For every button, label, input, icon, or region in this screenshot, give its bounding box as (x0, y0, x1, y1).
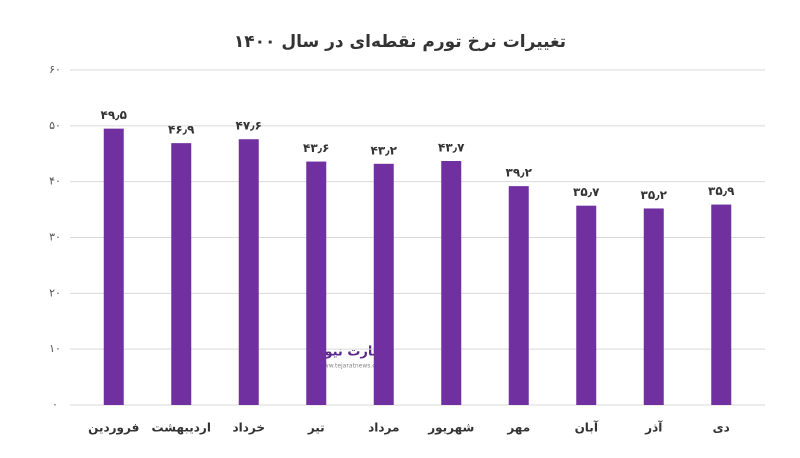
x-tick-label: فروردین (88, 421, 139, 436)
data-label: ۴۷٫۶ (236, 119, 262, 133)
y-tick-label: ۳۰ (49, 231, 61, 244)
x-tick-label: مهر (506, 421, 530, 435)
y-tick-label: ۵۰ (49, 119, 61, 132)
watermark-brand: تجارت نیوز (316, 345, 387, 360)
data-label: ۴۳٫۶ (303, 141, 329, 155)
bar (711, 204, 732, 405)
y-tick-label: ۲۰ (49, 286, 61, 299)
data-label: ۴۳٫۲ (371, 143, 398, 157)
data-label: ۴۹٫۵ (101, 108, 127, 122)
x-tick-label: اردیبهشت (152, 421, 211, 435)
data-label: ۳۵٫۲ (641, 188, 668, 202)
bar (643, 208, 664, 405)
data-label: ۳۵٫۹ (708, 184, 735, 198)
x-tick-label: شهریور (427, 421, 474, 436)
bar (373, 163, 394, 405)
bar (306, 161, 327, 405)
watermark-url: www.tejaratnews.com (319, 363, 385, 370)
bar (103, 128, 124, 405)
y-tick-label: ۴۰ (49, 175, 61, 188)
bar (508, 186, 529, 405)
y-tick-label: ۱۰ (49, 342, 61, 355)
bar (441, 161, 462, 405)
x-tick-label: مرداد (368, 421, 399, 435)
y-tick-label: ۶۰ (49, 63, 61, 76)
data-label: ۴۶٫۹ (168, 123, 195, 137)
data-label: ۴۳٫۷ (438, 141, 465, 155)
x-tick-label: تیر (307, 421, 325, 435)
bar (576, 205, 597, 405)
bar (238, 139, 259, 405)
data-label: ۳۹٫۲ (506, 166, 533, 180)
x-tick-label: آبان (575, 420, 599, 435)
y-tick-label: ۰ (52, 398, 58, 411)
x-tick-label: آذر (644, 420, 663, 435)
x-tick-label: خرداد (232, 421, 265, 435)
x-tick-label: دی (713, 421, 730, 435)
chart-title: تغییرات نرخ تورم نقطه‌ای در سال ۱۴۰۰ (234, 32, 566, 52)
data-label: ۳۵٫۷ (573, 185, 600, 199)
bar (171, 143, 192, 405)
